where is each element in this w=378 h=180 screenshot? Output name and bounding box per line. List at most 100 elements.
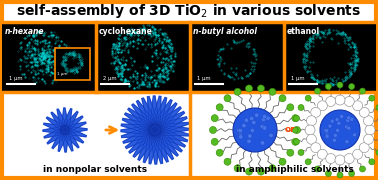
Bar (55, 48, 90, 80)
Circle shape (224, 95, 231, 102)
Circle shape (239, 132, 243, 137)
Circle shape (294, 115, 299, 121)
Polygon shape (138, 127, 160, 160)
Circle shape (279, 95, 286, 102)
Text: 1 μm: 1 μm (9, 76, 23, 81)
Circle shape (350, 117, 354, 121)
Polygon shape (155, 125, 189, 136)
Polygon shape (132, 104, 159, 134)
Circle shape (344, 125, 349, 129)
Circle shape (238, 129, 243, 133)
Polygon shape (47, 127, 67, 144)
Polygon shape (152, 112, 184, 135)
Text: 2 μm: 2 μm (103, 76, 117, 81)
Circle shape (211, 115, 218, 122)
Circle shape (260, 125, 264, 129)
Circle shape (292, 138, 299, 145)
Circle shape (216, 104, 223, 111)
Polygon shape (154, 122, 189, 135)
Circle shape (269, 133, 273, 138)
Circle shape (353, 149, 363, 159)
Polygon shape (58, 129, 69, 151)
Circle shape (335, 155, 345, 165)
Circle shape (344, 125, 349, 129)
Polygon shape (150, 129, 163, 163)
Polygon shape (61, 129, 73, 151)
Polygon shape (143, 128, 160, 163)
Text: self-assembly of 3D TiO$_2$ in various solvents: self-assembly of 3D TiO$_2$ in various s… (16, 2, 362, 20)
Circle shape (335, 118, 339, 122)
Circle shape (257, 168, 265, 175)
Polygon shape (150, 100, 172, 133)
Circle shape (254, 113, 259, 117)
Circle shape (336, 129, 339, 132)
Circle shape (246, 168, 253, 175)
Polygon shape (152, 107, 181, 134)
Polygon shape (150, 96, 161, 130)
Bar (96, 22, 190, 92)
Circle shape (314, 88, 321, 94)
Circle shape (293, 127, 301, 134)
Circle shape (287, 149, 294, 156)
Polygon shape (62, 111, 78, 132)
Polygon shape (65, 126, 87, 134)
Circle shape (325, 133, 329, 137)
Polygon shape (57, 109, 69, 131)
Circle shape (211, 138, 218, 145)
Circle shape (359, 143, 369, 153)
Circle shape (337, 121, 341, 125)
Circle shape (311, 143, 321, 153)
Circle shape (249, 116, 254, 121)
Circle shape (305, 159, 311, 165)
Polygon shape (63, 116, 83, 133)
Circle shape (287, 104, 294, 111)
Polygon shape (121, 125, 156, 138)
Bar (190, 22, 284, 92)
Polygon shape (123, 125, 157, 143)
Circle shape (369, 159, 375, 165)
Circle shape (359, 88, 366, 94)
Polygon shape (151, 103, 177, 134)
Polygon shape (153, 117, 187, 135)
Polygon shape (142, 98, 160, 132)
Polygon shape (61, 109, 72, 131)
Circle shape (239, 135, 243, 139)
Circle shape (233, 108, 277, 152)
Circle shape (237, 128, 241, 133)
Circle shape (344, 154, 354, 164)
Polygon shape (44, 123, 66, 134)
Polygon shape (129, 126, 158, 153)
Circle shape (298, 105, 304, 111)
Circle shape (339, 114, 344, 118)
Polygon shape (154, 125, 189, 136)
Text: n-hexane: n-hexane (5, 27, 45, 36)
Circle shape (376, 105, 378, 111)
Circle shape (326, 96, 336, 106)
Circle shape (260, 141, 265, 145)
Circle shape (325, 132, 329, 136)
Polygon shape (61, 108, 69, 130)
Polygon shape (152, 125, 185, 147)
Polygon shape (133, 127, 159, 157)
Circle shape (324, 128, 327, 132)
Circle shape (314, 166, 321, 172)
Polygon shape (136, 101, 160, 133)
Circle shape (234, 88, 241, 95)
Circle shape (216, 149, 223, 156)
Circle shape (353, 133, 356, 137)
Circle shape (234, 165, 241, 172)
Circle shape (305, 95, 311, 101)
Text: or: or (285, 125, 295, 134)
Polygon shape (150, 130, 161, 164)
Polygon shape (61, 130, 69, 152)
Polygon shape (153, 125, 187, 142)
Circle shape (328, 124, 332, 128)
Circle shape (298, 150, 304, 156)
Circle shape (261, 117, 266, 122)
Circle shape (269, 165, 276, 172)
Circle shape (359, 166, 366, 172)
Circle shape (337, 172, 343, 178)
Circle shape (209, 127, 217, 134)
Circle shape (257, 85, 265, 92)
Text: 1 μm: 1 μm (57, 72, 68, 76)
